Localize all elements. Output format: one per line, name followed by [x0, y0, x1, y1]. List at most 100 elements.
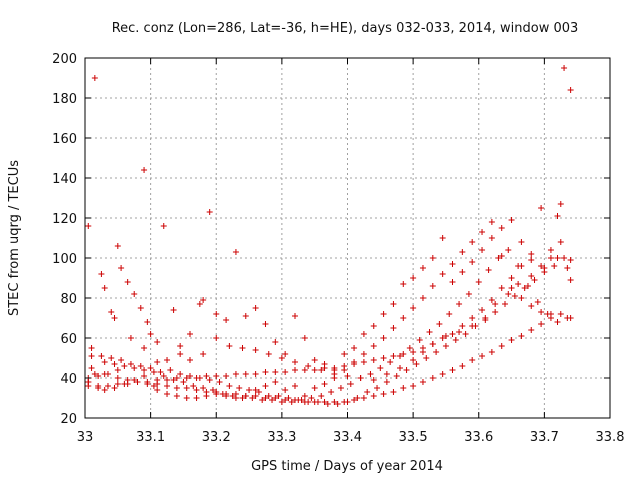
data-point: [442, 333, 449, 339]
data-point: [164, 391, 171, 397]
data-point: [246, 387, 253, 393]
data-point: [469, 323, 476, 329]
data-point: [351, 397, 358, 403]
data-point: [193, 375, 200, 381]
data-point: [144, 379, 151, 385]
data-point: [187, 373, 193, 379]
data-point: [531, 277, 538, 283]
data-point: [561, 255, 568, 261]
data-point: [498, 225, 505, 231]
data-point: [439, 235, 446, 241]
data-point: [127, 335, 134, 341]
data-point: [341, 351, 348, 357]
data-point: [400, 281, 407, 287]
data-point: [292, 383, 298, 389]
data-point: [410, 357, 417, 363]
data-point: [95, 373, 102, 379]
data-point: [538, 321, 545, 327]
data-point: [134, 379, 141, 385]
x-tick-label: 33: [77, 430, 94, 445]
data-point: [272, 379, 279, 385]
data-point: [164, 377, 171, 383]
data-point: [249, 395, 256, 401]
data-point: [505, 247, 512, 253]
data-point: [528, 273, 535, 279]
data-point: [469, 259, 476, 265]
data-point: [344, 373, 351, 379]
data-point: [429, 341, 436, 347]
data-point: [561, 65, 568, 71]
data-point: [380, 391, 387, 397]
data-point: [374, 385, 381, 391]
data-point: [469, 315, 476, 321]
data-point: [311, 399, 318, 405]
data-point: [439, 271, 446, 277]
data-point: [170, 307, 177, 313]
data-point: [242, 313, 249, 319]
data-point: [141, 345, 148, 351]
data-point: [292, 359, 298, 365]
data-point: [173, 393, 180, 399]
y-tick-label: 120: [52, 212, 77, 227]
data-point: [452, 337, 459, 343]
data-point: [515, 281, 522, 287]
data-point: [167, 367, 174, 373]
x-tick-label: 33.3: [267, 430, 296, 445]
data-point: [511, 293, 518, 299]
data-point: [111, 361, 118, 367]
x-tick-label: 33.7: [530, 430, 559, 445]
data-point: [337, 385, 344, 391]
data-point: [360, 359, 367, 365]
data-point: [419, 295, 426, 301]
data-point: [459, 323, 466, 329]
data-point: [187, 331, 193, 337]
data-point: [423, 355, 430, 361]
data-point: [318, 367, 325, 373]
data-point: [429, 283, 436, 289]
data-point: [301, 399, 308, 405]
data-point: [252, 371, 259, 377]
data-point: [183, 395, 190, 401]
data-point: [393, 373, 400, 379]
data-point: [547, 311, 554, 317]
data-point: [282, 351, 289, 357]
data-point: [292, 313, 298, 319]
data-point: [236, 385, 243, 391]
data-point: [357, 375, 364, 381]
data-point: [101, 387, 108, 393]
data-point: [88, 365, 95, 371]
data-point: [554, 255, 561, 261]
data-point: [324, 401, 331, 407]
data-point: [282, 387, 289, 393]
y-axis-label: STEC from uqrg / TECUs: [7, 160, 22, 316]
data-point: [265, 351, 272, 357]
data-point: [252, 387, 259, 393]
data-point: [118, 265, 125, 271]
data-point: [462, 331, 469, 337]
data-point: [482, 315, 489, 321]
data-point: [377, 365, 384, 371]
data-point: [479, 229, 486, 235]
data-point: [114, 375, 121, 381]
data-point: [137, 305, 144, 311]
data-point: [269, 397, 276, 403]
data-point: [190, 383, 197, 389]
data-point: [341, 367, 348, 373]
data-point: [141, 373, 148, 379]
data-point: [114, 243, 121, 249]
data-point: [390, 301, 397, 307]
data-point: [147, 365, 154, 371]
data-point: [508, 275, 515, 281]
data-point: [370, 377, 377, 383]
data-point: [95, 385, 102, 391]
data-point: [200, 351, 207, 357]
data-point: [479, 353, 486, 359]
data-point: [331, 375, 338, 381]
data-point: [334, 401, 341, 407]
data-point: [564, 315, 571, 321]
data-point: [196, 301, 203, 307]
data-point: [419, 379, 426, 385]
data-point: [567, 277, 574, 283]
data-point: [492, 309, 499, 315]
data-point: [206, 209, 213, 215]
